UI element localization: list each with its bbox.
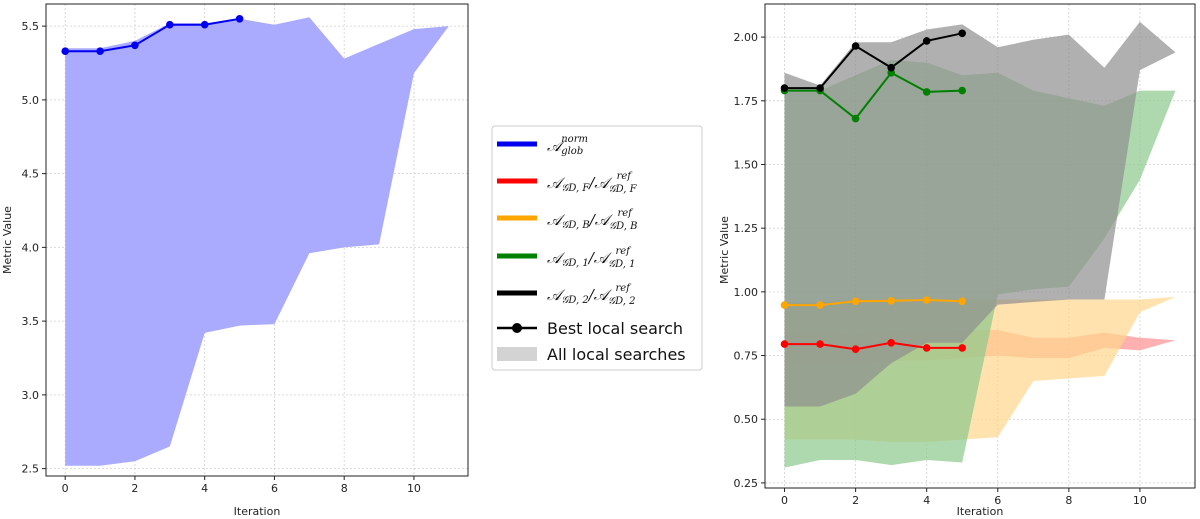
x-tick-label: 10 xyxy=(1133,494,1147,507)
best-point xyxy=(816,84,824,92)
y-tick-label: 1.75 xyxy=(734,95,759,108)
best-point xyxy=(958,86,966,95)
best-point xyxy=(780,84,789,92)
best-line xyxy=(784,71,963,121)
x-tick-label: 4 xyxy=(923,494,930,507)
left-bands xyxy=(65,17,449,466)
right-xlabel: Iteration xyxy=(957,505,1004,518)
best-point xyxy=(200,20,209,29)
legend-box xyxy=(491,125,703,371)
right-chart: 0 2 4 6 8 100.250.500.751.001.251.501.752.00 … xyxy=(718,3,1196,518)
x-tick-label: 2 xyxy=(131,482,138,495)
x-tick-label: 8 xyxy=(1065,494,1072,507)
best-line xyxy=(65,17,240,53)
best-point xyxy=(851,42,860,50)
left-ticks: 0 2 4 6 8 10 2.5 3.0 3.5 4.0 4.5 5.0 5.5 xyxy=(22,20,421,495)
x-tick-label: 6 xyxy=(994,494,1001,507)
legend-label-glob-norm: 𝒜globnorm xyxy=(547,134,588,157)
y-tick-label: 1.50 xyxy=(734,158,759,171)
best-point xyxy=(958,297,966,306)
best-point xyxy=(61,47,69,55)
best-line xyxy=(784,298,963,307)
best-point xyxy=(922,296,931,304)
y-tick-label: 3.5 xyxy=(22,315,40,328)
legend-swatch-best-marker xyxy=(512,323,522,333)
best-point xyxy=(922,88,931,96)
y-tick-label: 0.50 xyxy=(734,413,759,426)
y-tick-label: 1.00 xyxy=(734,286,759,299)
left-ylabel: Metric Value xyxy=(1,206,14,274)
best-point xyxy=(166,20,174,29)
best-point xyxy=(96,47,104,55)
band-area xyxy=(65,17,449,466)
best-point xyxy=(851,114,860,123)
best-point xyxy=(780,301,789,309)
y-tick-label: 4.0 xyxy=(22,241,40,254)
legend-entry-all: All local searches xyxy=(497,345,686,364)
y-tick-label: 2.5 xyxy=(22,463,40,476)
left-axes-frame xyxy=(45,3,469,477)
left-chart: 0 2 4 6 8 10 2.5 3.0 3.5 4.0 4.5 5.0 5.5 Iteration M… xyxy=(1,3,469,518)
y-tick-label: 4.5 xyxy=(22,168,40,181)
best-point xyxy=(816,301,824,309)
right-ylabel: Metric Value xyxy=(718,216,731,284)
best-point xyxy=(851,345,860,354)
best-point xyxy=(887,297,895,305)
right-bands xyxy=(784,21,1176,468)
x-tick-label: 4 xyxy=(201,482,208,495)
left-best-lines xyxy=(61,14,244,55)
best-point xyxy=(887,63,895,72)
best-point xyxy=(958,29,966,38)
x-tick-label: 0 xyxy=(781,494,788,507)
best-line xyxy=(784,32,963,90)
right-ticks: 0 2 4 6 8 10 0.25 0.50 0.75 1.00 1.25 1.50 1.75 2.00 xyxy=(734,31,1147,507)
y-tick-label: 5.5 xyxy=(22,20,40,33)
y-tick-label: 5.0 xyxy=(22,94,40,107)
band-area xyxy=(784,21,1176,407)
right-axes-frame xyxy=(764,3,1196,489)
best-point xyxy=(922,37,931,45)
legend: 𝒜globnorm 𝒜𝒢D, F/𝒜𝒢D, Fref 𝒜𝒢D, B/𝒜𝒢D, B… xyxy=(491,125,703,371)
y-tick-label: 3.0 xyxy=(22,389,40,402)
legend-swatch-all xyxy=(497,347,537,361)
y-tick-label: 0.25 xyxy=(734,477,759,490)
best-point xyxy=(235,14,244,23)
best-line xyxy=(784,341,963,351)
best-point xyxy=(780,340,789,348)
legend-entry-best: Best local search xyxy=(497,319,683,338)
best-point xyxy=(816,340,824,348)
left-xlabel: Iteration xyxy=(234,505,281,518)
x-tick-label: 8 xyxy=(341,482,348,495)
y-tick-label: 1.25 xyxy=(734,222,759,235)
best-point xyxy=(922,344,931,352)
best-point xyxy=(851,297,860,306)
legend-label-best: Best local search xyxy=(547,319,683,338)
x-tick-label: 6 xyxy=(271,482,278,495)
best-point xyxy=(958,344,966,352)
x-tick-label: 10 xyxy=(407,482,421,495)
right-best-lines xyxy=(780,29,966,354)
legend-label-all: All local searches xyxy=(547,345,686,364)
x-tick-label: 2 xyxy=(852,494,859,507)
y-tick-label: 2.00 xyxy=(734,31,759,44)
x-tick-label: 0 xyxy=(62,482,69,495)
legend-entry-glob-norm: 𝒜globnorm xyxy=(497,134,588,157)
best-point xyxy=(887,339,895,347)
best-point xyxy=(131,41,139,50)
y-tick-label: 0.75 xyxy=(734,350,759,363)
